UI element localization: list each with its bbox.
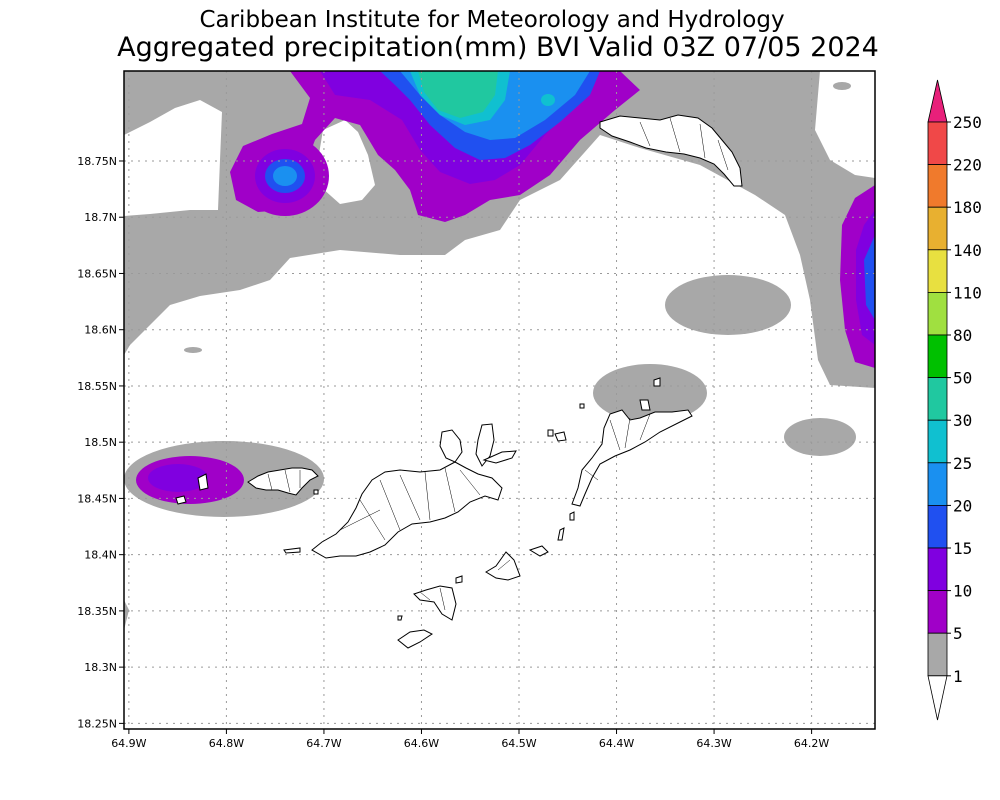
island-outlines: [175, 114, 743, 649]
colorbar-label: 15: [953, 539, 972, 558]
latitude-axis: 18.75N 18.7N 18.65N 18.6N 18.55N 18.5N 18.45N 1…: [77, 155, 124, 730]
lon-tick-label: 64.5W: [501, 737, 536, 750]
island-west-islet: [175, 495, 187, 505]
lon-tick-label: 64.8W: [209, 737, 244, 750]
island-peter: [413, 585, 457, 621]
colorbar-label: 250: [953, 113, 982, 132]
colorbar-swatch-15: [927, 504, 948, 549]
island-little-st-james: [283, 547, 301, 554]
colorbar-label: 20: [953, 496, 972, 515]
colorbar-swatch-80: [927, 291, 948, 336]
colorbar-swatch-20: [927, 462, 948, 506]
colorbar-swatch-110: [927, 249, 948, 293]
island-small-9: [639, 399, 651, 411]
map-grid: [124, 71, 875, 729]
colorbar-swatch-30: [927, 377, 948, 421]
map-plot-area: [124, 71, 875, 729]
lat-tick-label: 18.4N: [84, 549, 117, 562]
island-small-10: [569, 511, 575, 521]
colorbar-label: 10: [953, 582, 972, 601]
lat-tick-label: 18.35N: [77, 605, 117, 618]
island-small-6: [313, 489, 319, 495]
lon-tick-label: 64.9W: [111, 737, 146, 750]
island-north-east: [482, 450, 517, 464]
colorbar-label: 30: [953, 411, 972, 430]
colorbar-bottom-triangle: [927, 675, 948, 721]
colorbar-swatch-220: [927, 121, 948, 165]
lat-tick-label: 18.7N: [84, 211, 117, 224]
island-small-3: [653, 377, 661, 387]
colorbar-label: 80: [953, 326, 972, 345]
island-small-1: [554, 431, 567, 442]
title-product: Aggregated precipitation(mm) BVI Valid 0…: [117, 32, 879, 63]
lon-tick-label: 64.3W: [696, 737, 731, 750]
title-institute: Caribbean Institute for Meteorology and …: [199, 7, 784, 33]
colorbar-label: 220: [953, 156, 982, 175]
island-small-2: [547, 429, 554, 437]
colorbar-swatch-50: [927, 334, 948, 378]
island-small-4: [579, 403, 585, 409]
colorbar-label: 50: [953, 369, 972, 388]
colorbar-swatch-10: [927, 547, 948, 591]
map-frame: [123, 70, 876, 730]
island-jost-van-dyke: [439, 429, 463, 463]
island-small-8: [455, 575, 463, 584]
lat-tick-label: 18.75N: [77, 155, 117, 168]
colorbar-swatch-180: [927, 164, 948, 208]
island-anegada: [599, 114, 743, 187]
lon-tick-label: 64.2W: [794, 737, 829, 750]
colorbar-top-triangle: [927, 79, 948, 123]
island-virgin-gorda: [571, 409, 693, 507]
colorbar-swatch-5: [927, 590, 948, 634]
colorbar-label: 180: [953, 198, 982, 217]
lat-tick-label: 18.45N: [77, 492, 117, 505]
island-ginger: [528, 545, 549, 557]
island-tortola: [311, 461, 503, 559]
lat-tick-label: 18.6N: [84, 324, 117, 337]
colorbar-label: 110: [953, 283, 982, 302]
lon-tick-label: 64.4W: [599, 737, 634, 750]
lat-tick-label: 18.3N: [84, 661, 117, 674]
colorbar-label: 140: [953, 241, 982, 260]
lon-tick-label: 64.7W: [306, 737, 341, 750]
island-cay-west: [197, 473, 209, 491]
precip-30mm-contours: [418, 71, 498, 118]
lat-tick-label: 18.65N: [77, 267, 117, 280]
colorbar-swatch-140: [927, 206, 948, 251]
colorbar-label: 25: [953, 454, 972, 473]
lat-tick-label: 18.55N: [77, 380, 117, 393]
island-small-7: [397, 615, 403, 621]
precipitation-colorbar: 250 220 180 140 110 80 50 30 25 20 15 10 5 1: [927, 79, 982, 721]
colorbar-label: 1: [953, 667, 963, 686]
island-norman: [397, 629, 433, 649]
lon-tick-label: 64.6W: [404, 737, 439, 750]
colorbar-label: 5: [953, 624, 963, 643]
colorbar-swatch-1: [927, 632, 948, 677]
longitude-axis: 64.9W 64.8W 64.7W 64.6W 64.5W 64.4W 64.3W 64.2W: [111, 729, 829, 750]
lat-tick-label: 18.25N: [77, 717, 117, 730]
precip-below-1mm-holes: [124, 71, 875, 216]
colorbar-swatch-25: [927, 419, 948, 464]
island-small-5: [557, 527, 565, 541]
lat-tick-label: 18.5N: [84, 436, 117, 449]
